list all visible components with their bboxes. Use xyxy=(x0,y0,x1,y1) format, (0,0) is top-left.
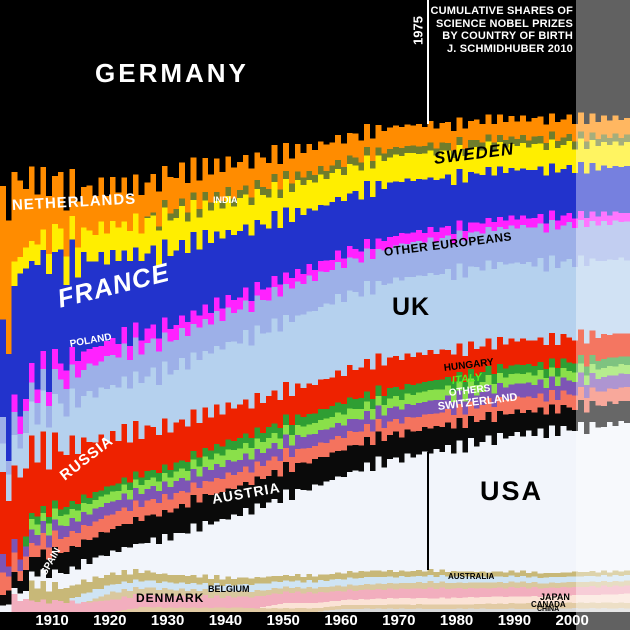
nobel-shares-chart-page: GERMANYNETHERLANDSINDIASWEDENFRANCEPOLAN… xyxy=(0,0,630,630)
marker-line-1975-bottom xyxy=(427,452,429,570)
x-axis: 1910 1920 1930 1940 1950 1960 1970 1980 1990 2000 xyxy=(0,612,630,630)
x-axis-tick-label: 1960 xyxy=(319,612,363,630)
stacked-area-chart xyxy=(0,0,630,612)
x-axis-tick-label: 1970 xyxy=(377,612,421,630)
x-axis-tick-label: 1990 xyxy=(492,612,536,630)
x-axis-tick-label: 1910 xyxy=(30,612,74,630)
chart-title-line: BY COUNTRY OF BIRTH xyxy=(430,30,573,43)
marker-line-1975-top xyxy=(427,0,429,124)
chart-title: CUMULATIVE SHARES OFSCIENCE NOBEL PRIZES… xyxy=(430,5,573,55)
x-axis-tick-label: 1980 xyxy=(435,612,479,630)
x-axis-tick-label: 1950 xyxy=(261,612,305,630)
x-axis-tick-label: 1940 xyxy=(203,612,247,630)
x-axis-tick-label: 2000 xyxy=(550,612,594,630)
chart-title-line: J. SCHMIDHUBER 2010 xyxy=(430,43,573,56)
marker-label-1975: 1975 xyxy=(411,6,424,56)
x-axis-tick-label: 1920 xyxy=(88,612,132,630)
x-axis-tick-label: 1930 xyxy=(146,612,190,630)
chart-title-line: SCIENCE NOBEL PRIZES xyxy=(430,18,573,31)
chart-title-line: CUMULATIVE SHARES OF xyxy=(430,5,573,18)
